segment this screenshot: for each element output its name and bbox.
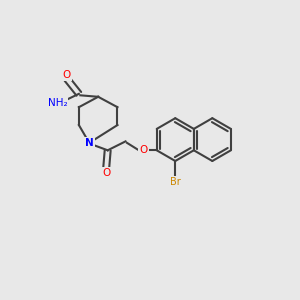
Text: Br: Br	[170, 177, 181, 187]
Text: O: O	[139, 145, 148, 155]
Text: NH₂: NH₂	[48, 98, 67, 108]
Text: O: O	[63, 70, 71, 80]
Text: O: O	[102, 169, 110, 178]
Text: N: N	[85, 138, 94, 148]
